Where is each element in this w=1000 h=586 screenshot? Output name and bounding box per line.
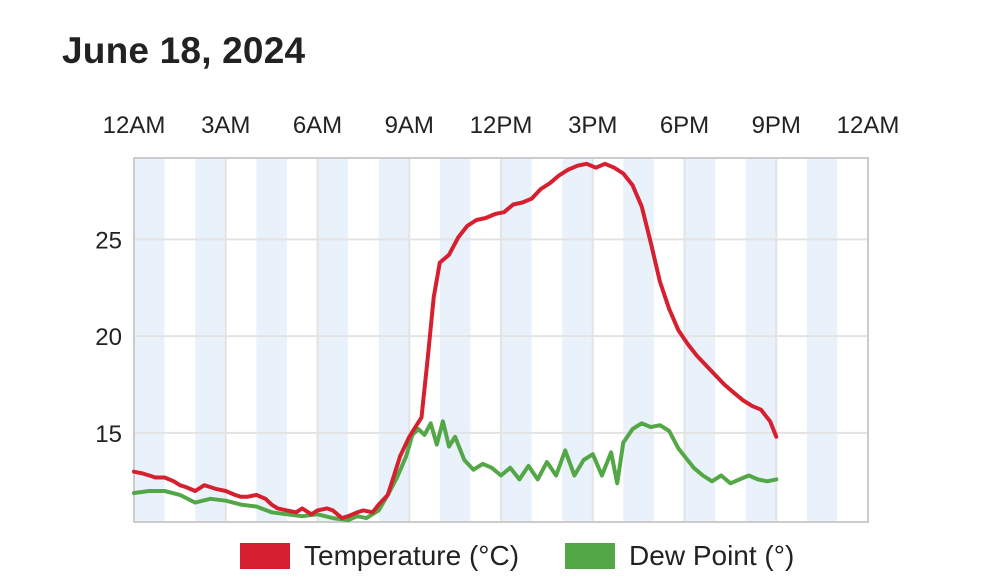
hour-band [195, 158, 226, 522]
x-tick-label: 3PM [568, 112, 617, 139]
x-tick-label: 9PM [752, 112, 801, 139]
page-title: June 18, 2024 [62, 30, 306, 71]
legend-label-dew-point: Dew Point (°) [629, 540, 795, 571]
hour-band [256, 158, 287, 522]
hour-band [378, 158, 410, 522]
grid-layer [133, 157, 869, 523]
hour-band [623, 158, 654, 522]
y-tick-layer: 15 20 25 [95, 227, 122, 448]
x-tick-label: 12AM [103, 112, 166, 139]
legend-swatch-temperature [240, 543, 290, 569]
y-tick-label: 25 [95, 227, 122, 254]
hour-band [439, 158, 471, 522]
x-tick-label: 6PM [660, 112, 709, 139]
y-tick-label: 20 [95, 324, 122, 351]
hour-band [745, 158, 777, 522]
legend-item-dew-point[interactable]: Dew Point (°) [565, 540, 794, 572]
chart-legend: Temperature (°C) Dew Point (°) [240, 540, 840, 572]
x-tick-label: 12PM [470, 112, 533, 139]
series-layer [132, 161, 779, 523]
line-chart: 12AM 3AM 6AM 9AM 12PM 3PM 6PM 9PM 12AM 15 20 25 [95, 112, 900, 523]
legend-item-temperature[interactable]: Temperature (°C) [240, 540, 519, 572]
hour-band [134, 158, 165, 522]
x-tick-label: 9AM [385, 112, 434, 139]
hour-band [684, 158, 716, 522]
x-tick-label: 12AM [837, 112, 900, 139]
hour-band [501, 158, 532, 522]
x-tick-label: 6AM [293, 112, 342, 139]
band-layer [134, 158, 838, 522]
hour-band [317, 158, 349, 522]
legend-swatch-dew-point [565, 543, 616, 569]
dew-point-line [132, 419, 779, 523]
plot-frame [133, 157, 869, 523]
legend-label-temperature: Temperature (°C) [304, 540, 520, 571]
y-tick-label: 15 [95, 421, 122, 448]
temperature-line [132, 161, 779, 521]
x-tick-layer: 12AM 3AM 6AM 9AM 12PM 3PM 6PM 9PM 12AM [103, 112, 900, 139]
x-tick-label: 3AM [201, 112, 250, 139]
hour-band [806, 158, 838, 522]
